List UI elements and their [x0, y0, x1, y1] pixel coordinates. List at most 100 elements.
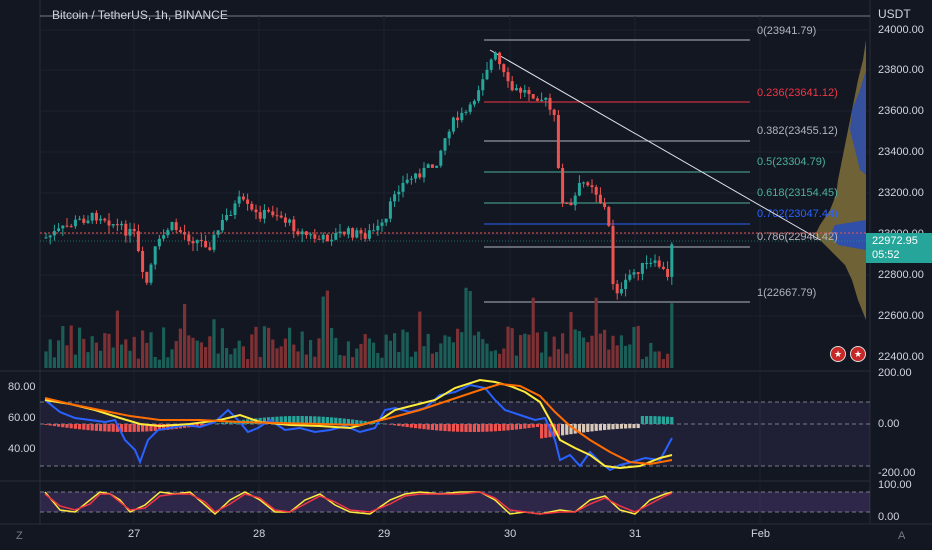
volume-bar	[309, 340, 313, 368]
volume-bar	[300, 331, 304, 368]
volume-bar	[649, 342, 653, 368]
histogram-bar	[670, 416, 674, 424]
histogram-bar	[489, 424, 493, 432]
candle-body	[69, 226, 73, 228]
timezone-button[interactable]: Z	[16, 530, 23, 542]
candle-body	[409, 178, 413, 180]
histogram-bar	[586, 424, 590, 432]
histogram-bar	[632, 424, 636, 429]
fib-label: 0.618(23154.45)	[757, 187, 838, 199]
histogram-bar	[388, 424, 392, 425]
candle-body	[636, 272, 640, 274]
candlesticks[interactable]	[44, 51, 674, 300]
volume-bar	[57, 340, 61, 368]
histogram-bar	[141, 424, 145, 432]
volume-bar	[653, 351, 657, 368]
histogram-bar	[94, 424, 98, 431]
candle-body	[120, 223, 124, 226]
volume-bar	[325, 290, 329, 368]
volume-bar	[573, 329, 577, 368]
candle-body	[582, 182, 586, 184]
volume-bar	[321, 296, 325, 368]
candle-body	[90, 212, 94, 221]
histogram-bar	[649, 416, 653, 424]
fib-label: 1(22667.79)	[757, 287, 816, 299]
histogram-bar	[338, 418, 342, 424]
volume-bar	[363, 334, 367, 368]
histogram-bar	[661, 416, 665, 424]
candle-body	[300, 231, 304, 235]
candle-body	[435, 165, 439, 168]
candle-body	[65, 225, 69, 227]
histogram-bar	[531, 424, 535, 428]
macd-tick: 0.00	[878, 418, 900, 430]
candle-body	[346, 228, 350, 235]
volume-bar	[355, 348, 359, 368]
histogram-bar	[107, 424, 111, 432]
fibonacci-retracement[interactable]: 0(23941.79) 0.236(23641.12) 0.382(23455.…	[484, 25, 838, 303]
bar-countdown: 05:52	[872, 249, 900, 261]
histogram-bar	[229, 421, 233, 424]
candle-body	[401, 182, 405, 192]
histogram-bar	[527, 424, 531, 429]
histogram-bar	[582, 424, 586, 433]
volume-bar	[346, 341, 350, 368]
currency-label[interactable]: USDT	[878, 7, 911, 21]
histogram-bar	[569, 424, 573, 435]
volume-bar	[187, 335, 191, 368]
price-tick: 23800.00	[878, 64, 924, 76]
volume-bar	[451, 342, 455, 368]
histogram-bar	[86, 424, 90, 431]
candle-body	[187, 234, 191, 242]
us-flag-icon[interactable]: ★	[830, 346, 846, 362]
volume-bar	[141, 330, 145, 368]
rsi-tick: 80.00	[8, 381, 36, 393]
histogram-bar	[103, 424, 107, 432]
candle-body	[540, 99, 544, 101]
volume-bar	[615, 345, 619, 368]
fib-label: 0.236(23641.12)	[757, 87, 838, 99]
volume-bar	[535, 332, 539, 368]
candle-body	[506, 72, 510, 82]
time-tick: 28	[253, 528, 266, 540]
candle-body	[48, 235, 52, 238]
histogram-bar	[456, 424, 460, 432]
price-tick: 24000.00	[878, 24, 924, 36]
trendline[interactable]	[489, 49, 821, 241]
price-tick: 23200.00	[878, 187, 924, 199]
symbol-title[interactable]: Bitcoin / TetherUS, 1h, BINANCE	[52, 8, 228, 22]
time-tick: 31	[629, 528, 642, 540]
volume-bar	[136, 358, 140, 368]
volume-bar	[485, 343, 489, 368]
rsi-tick: 60.00	[8, 412, 36, 424]
candle-body	[250, 203, 254, 210]
histogram-bar	[355, 420, 359, 424]
candle-body	[577, 182, 581, 196]
candle-body	[619, 289, 623, 294]
volume-bar	[86, 352, 90, 368]
histogram-bar	[409, 424, 413, 428]
volume-bar	[103, 333, 107, 368]
histogram-bar	[65, 424, 69, 428]
us-flag-icon[interactable]: ★	[850, 346, 866, 362]
volume-bar	[246, 358, 250, 368]
auto-scale-button[interactable]: A	[898, 530, 906, 542]
volume-bar	[330, 328, 334, 368]
volume-bar	[443, 335, 447, 368]
volume-bar	[94, 342, 98, 368]
histogram-bar	[485, 424, 489, 432]
candle-body	[233, 203, 237, 215]
candle-body	[531, 94, 535, 99]
volume-bar	[237, 340, 241, 368]
candle-body	[216, 230, 220, 235]
candle-body	[628, 274, 632, 280]
candle-body	[359, 230, 363, 234]
histogram-bar	[48, 424, 52, 426]
time-axis[interactable]: 27 28 29 30 31 Feb	[0, 528, 870, 546]
histogram-bar	[90, 424, 94, 431]
volume-bar	[670, 303, 674, 368]
candle-body	[52, 231, 56, 236]
candle-body	[107, 220, 111, 226]
histogram-bar	[477, 424, 481, 432]
